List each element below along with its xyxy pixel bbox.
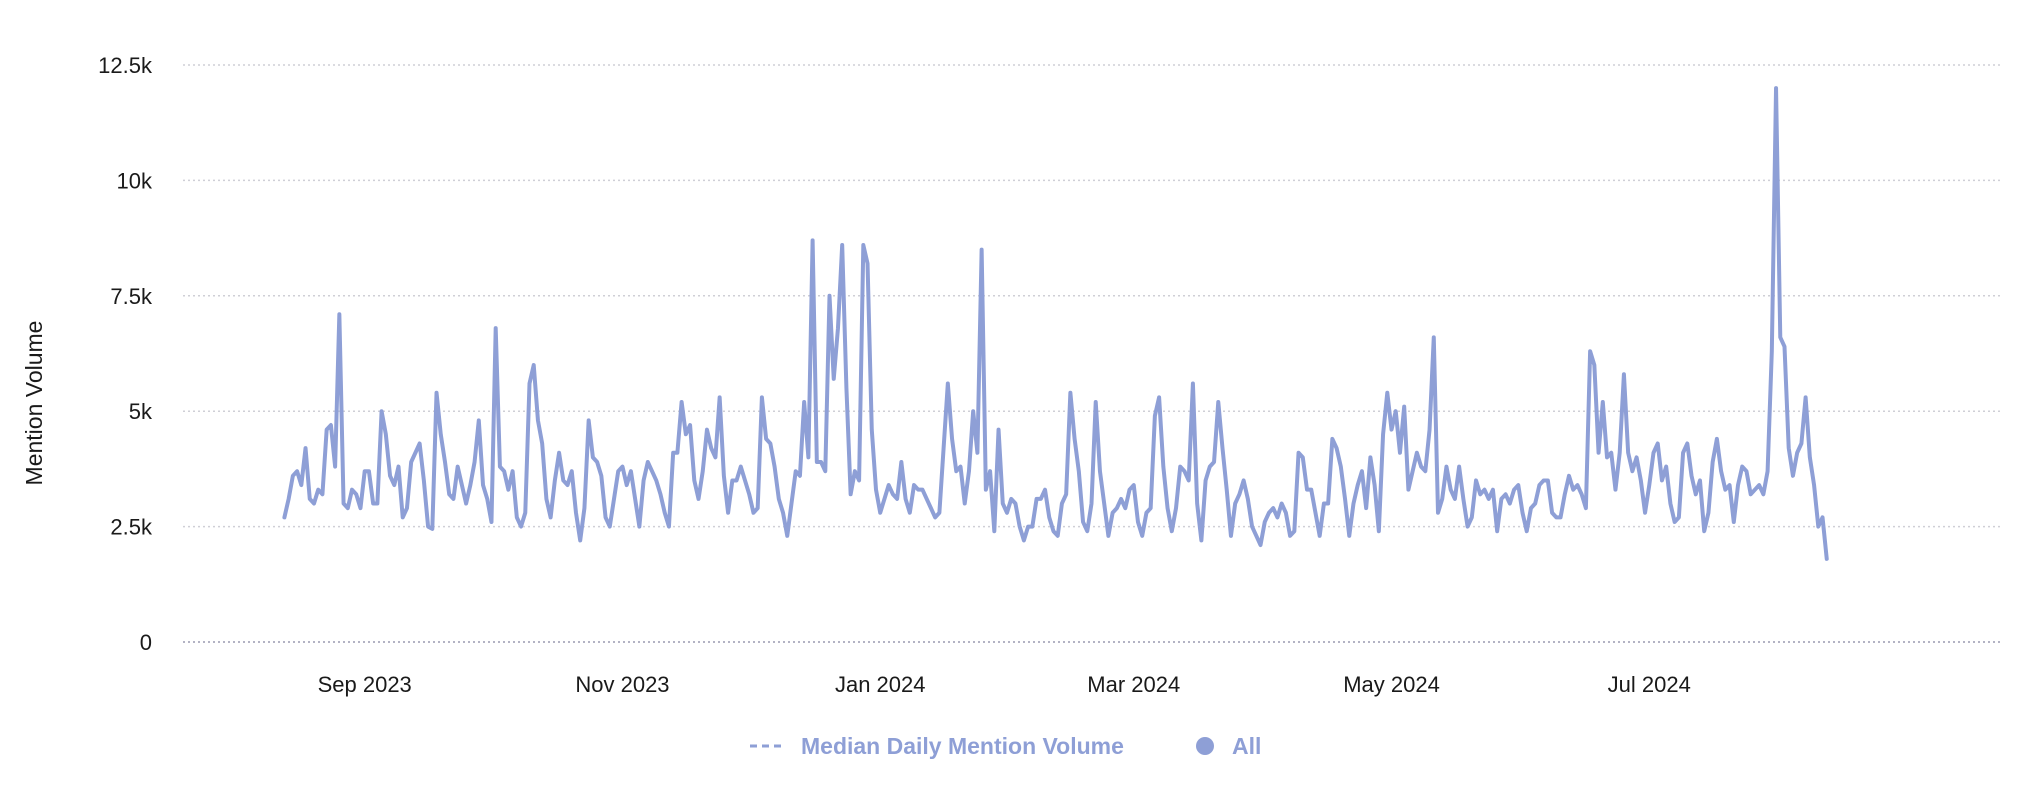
legend-label-all[interactable]: All <box>1232 733 1261 759</box>
x-tick-label-3: Mar 2024 <box>1087 672 1180 697</box>
y-axis-tick-labels: 0 2.5k 5k 7.5k 10k 12.5k <box>98 53 153 655</box>
x-tick-label-2: Jan 2024 <box>835 672 926 697</box>
y-tick-label-2: 5k <box>129 399 153 424</box>
x-tick-label-0: Sep 2023 <box>318 672 412 697</box>
y-tick-label-1: 2.5k <box>110 515 153 540</box>
series-all[interactable] <box>282 86 1829 561</box>
x-tick-label-5: Jul 2024 <box>1608 672 1691 697</box>
y-tick-label-5: 12.5k <box>98 53 153 78</box>
y-tick-label-3: 7.5k <box>110 284 153 309</box>
y-tick-label-4: 10k <box>117 168 153 193</box>
y-tick-label-0: 0 <box>140 630 152 655</box>
x-tick-label-1: Nov 2023 <box>575 672 669 697</box>
legend-label-median[interactable]: Median Daily Mention Volume <box>801 733 1124 759</box>
series-line-0[interactable] <box>282 86 1829 561</box>
legend: Median Daily Mention Volume All <box>750 733 1261 759</box>
x-axis-tick-labels: Sep 2023 Nov 2023 Jan 2024 Mar 2024 May 2024… <box>318 672 1691 697</box>
legend-marker-all[interactable] <box>1196 737 1214 755</box>
y-axis-title: Mention Volume <box>21 321 47 486</box>
gridlines <box>183 64 2000 643</box>
x-tick-label-4: May 2024 <box>1343 672 1440 697</box>
